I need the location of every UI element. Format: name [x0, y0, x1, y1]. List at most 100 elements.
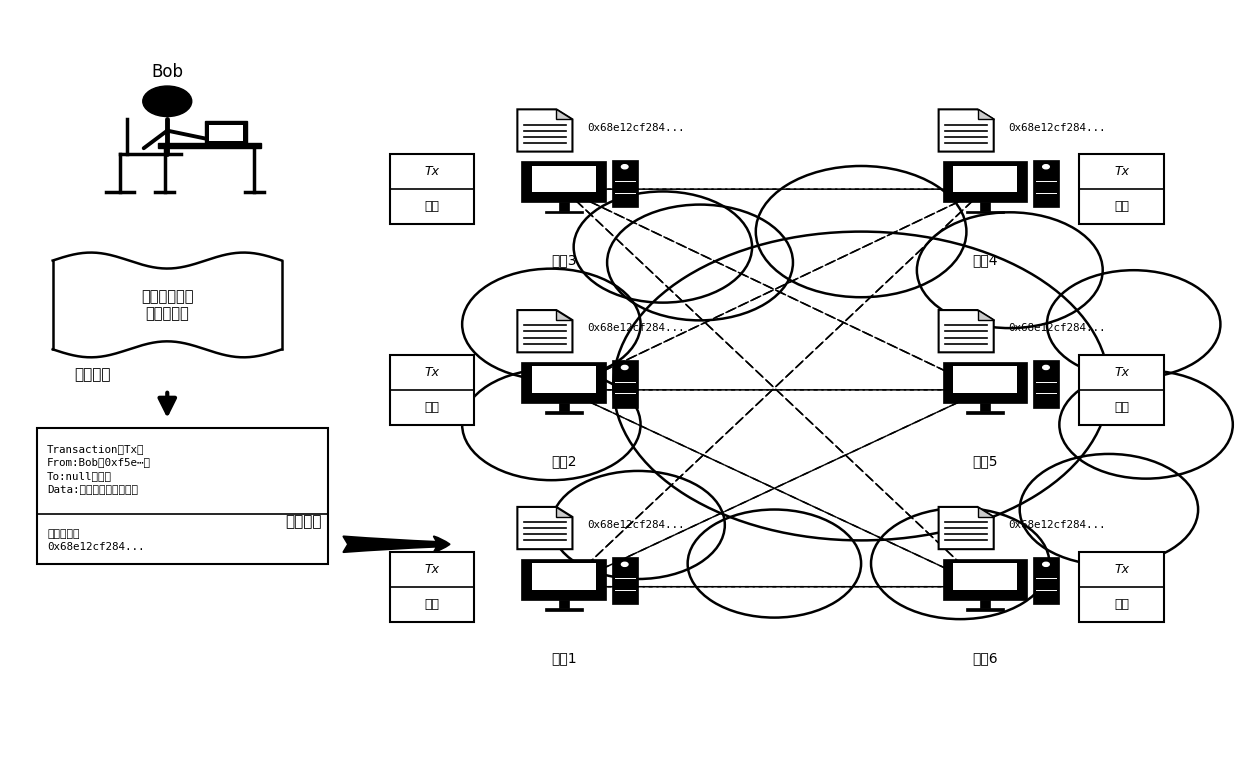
- Text: 0x68e12cf284...: 0x68e12cf284...: [1009, 123, 1106, 133]
- Text: Tx: Tx: [1114, 165, 1129, 178]
- Bar: [389, 551, 475, 622]
- Bar: [545, 211, 582, 214]
- Bar: [559, 600, 569, 608]
- Bar: [389, 354, 475, 425]
- Polygon shape: [978, 507, 994, 517]
- Bar: [532, 366, 596, 393]
- Circle shape: [756, 166, 966, 297]
- Bar: [980, 202, 990, 211]
- Text: 签名: 签名: [425, 401, 440, 414]
- Text: 节点4: 节点4: [973, 254, 997, 268]
- Polygon shape: [518, 310, 572, 352]
- Bar: [389, 154, 475, 225]
- Bar: [522, 161, 606, 202]
- Circle shape: [1043, 164, 1049, 169]
- Bar: [204, 121, 248, 143]
- Circle shape: [917, 212, 1103, 328]
- Bar: [980, 403, 990, 411]
- Text: 签名: 签名: [425, 200, 440, 213]
- Bar: [1033, 557, 1059, 604]
- Text: Tx: Tx: [425, 165, 440, 178]
- Bar: [545, 608, 582, 611]
- Text: 节点3: 节点3: [551, 254, 576, 268]
- Bar: [1079, 551, 1163, 622]
- Text: 签名: 签名: [1114, 401, 1129, 414]
- Circle shape: [613, 232, 1109, 540]
- Circle shape: [1020, 454, 1198, 565]
- Text: Bob: Bob: [151, 63, 183, 81]
- Bar: [559, 202, 569, 211]
- Bar: [532, 563, 596, 590]
- Bar: [545, 411, 582, 415]
- Text: 0x68e12cf284...: 0x68e12cf284...: [587, 123, 685, 133]
- Polygon shape: [939, 310, 994, 352]
- Text: 0x68e12cf284...: 0x68e12cf284...: [1009, 323, 1106, 334]
- Bar: [953, 366, 1017, 393]
- Text: 高级语言编写
的智能合约: 高级语言编写 的智能合约: [141, 289, 193, 321]
- Polygon shape: [556, 507, 572, 517]
- Text: 0x68e12cf284...: 0x68e12cf284...: [1009, 520, 1106, 530]
- Text: 创建交易: 创建交易: [74, 367, 110, 382]
- Circle shape: [1047, 270, 1220, 378]
- Bar: [1079, 354, 1163, 425]
- Polygon shape: [518, 507, 572, 549]
- Polygon shape: [518, 110, 572, 151]
- Bar: [522, 559, 606, 600]
- Bar: [1033, 361, 1059, 408]
- Circle shape: [622, 164, 628, 169]
- Text: 数字签名：
0x68e12cf284...: 数字签名： 0x68e12cf284...: [47, 529, 145, 553]
- Circle shape: [1043, 365, 1049, 370]
- Text: 签名: 签名: [1114, 200, 1129, 213]
- Bar: [953, 165, 1017, 192]
- Bar: [966, 211, 1004, 214]
- Polygon shape: [556, 310, 572, 320]
- Bar: [209, 125, 243, 141]
- Text: Tx: Tx: [425, 563, 440, 576]
- Text: 节点5: 节点5: [973, 455, 997, 469]
- Circle shape: [142, 86, 192, 117]
- Bar: [559, 403, 569, 411]
- Circle shape: [1059, 371, 1233, 479]
- Bar: [943, 559, 1027, 600]
- Circle shape: [622, 365, 628, 370]
- Circle shape: [688, 510, 861, 618]
- Bar: [1079, 154, 1163, 225]
- Text: Tx: Tx: [1114, 366, 1129, 379]
- Circle shape: [462, 269, 641, 380]
- Bar: [612, 557, 638, 604]
- Circle shape: [1043, 562, 1049, 567]
- Polygon shape: [978, 110, 994, 120]
- Text: Transaction（Tx）
From:Bob（0xf5e⋯）
To:null（空）
Data:合约代码（字节码）: Transaction（Tx） From:Bob（0xf5e⋯） To:null…: [47, 444, 151, 494]
- Text: 发送交易: 发送交易: [285, 514, 322, 529]
- Text: 签名: 签名: [425, 598, 440, 611]
- Circle shape: [622, 562, 628, 567]
- Bar: [612, 160, 638, 207]
- Text: 节点2: 节点2: [551, 455, 576, 469]
- Bar: [980, 600, 990, 608]
- Polygon shape: [939, 507, 994, 549]
- Circle shape: [871, 508, 1049, 619]
- Text: 0x68e12cf284...: 0x68e12cf284...: [587, 520, 685, 530]
- Bar: [966, 608, 1004, 611]
- Circle shape: [607, 205, 793, 320]
- Text: 节点1: 节点1: [551, 652, 576, 665]
- Bar: [1033, 160, 1059, 207]
- Text: 节点6: 节点6: [973, 652, 997, 665]
- Bar: [966, 411, 1004, 415]
- Polygon shape: [939, 110, 994, 151]
- Text: 0x68e12cf284...: 0x68e12cf284...: [587, 323, 685, 334]
- Bar: [943, 362, 1027, 403]
- Bar: [37, 428, 328, 564]
- Text: 签名: 签名: [1114, 598, 1129, 611]
- Bar: [953, 563, 1017, 590]
- Polygon shape: [978, 310, 994, 320]
- Bar: [943, 161, 1027, 202]
- Circle shape: [574, 191, 752, 303]
- Bar: [157, 143, 261, 148]
- Bar: [612, 361, 638, 408]
- Text: Tx: Tx: [425, 366, 440, 379]
- Text: Tx: Tx: [1114, 563, 1129, 576]
- Circle shape: [551, 471, 725, 579]
- Bar: [522, 362, 606, 403]
- Bar: [532, 165, 596, 192]
